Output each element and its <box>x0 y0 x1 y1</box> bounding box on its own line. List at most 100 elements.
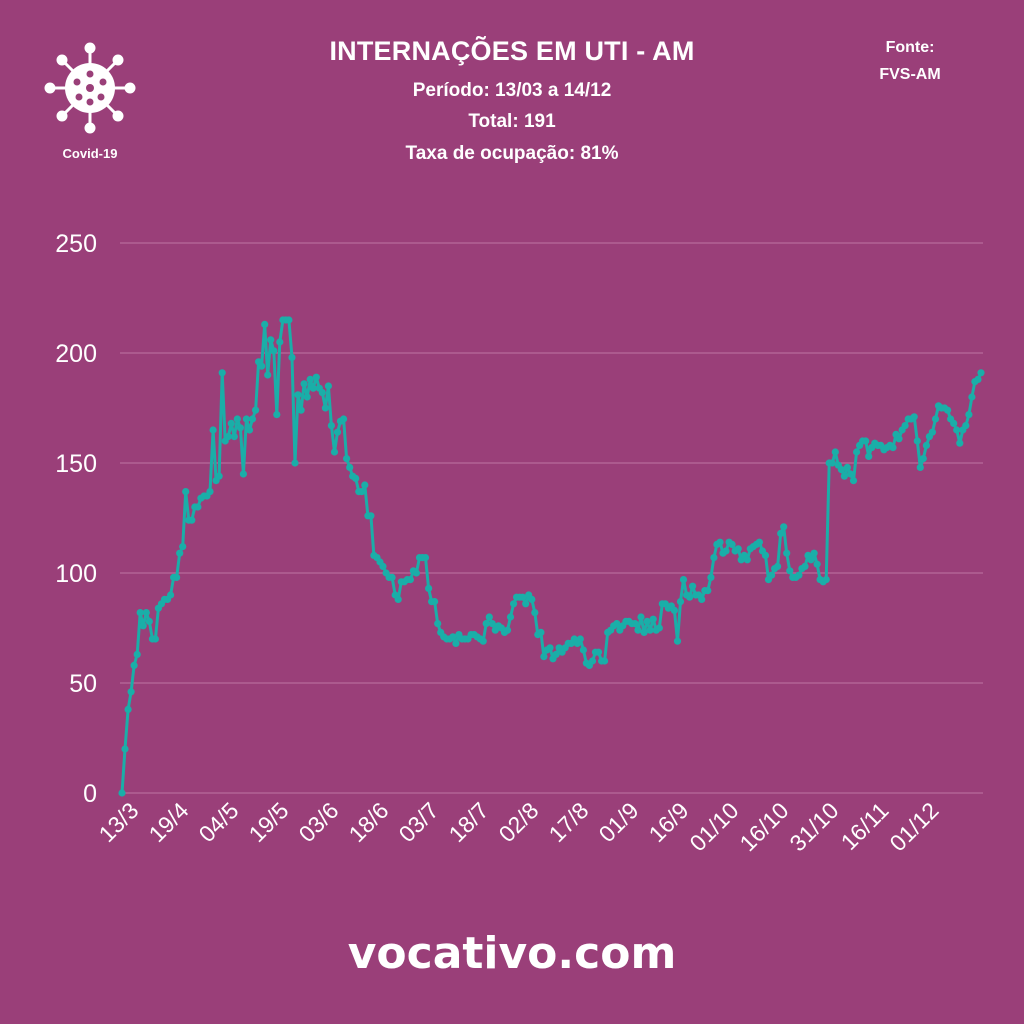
data-point <box>421 554 430 562</box>
data-point <box>252 406 260 414</box>
data-point <box>755 538 764 546</box>
data-point <box>722 547 730 555</box>
data-point <box>276 338 284 346</box>
data-point <box>167 591 175 599</box>
x-tick-label: 01/10 <box>684 797 743 856</box>
data-point <box>127 688 135 696</box>
x-tick-label: 19/5 <box>243 797 293 847</box>
data-point <box>425 584 433 593</box>
source-label: Fonte: <box>885 39 935 56</box>
data-point <box>194 503 202 511</box>
data-point <box>849 477 858 485</box>
data-point <box>795 571 803 579</box>
data-point <box>594 648 603 656</box>
data-point <box>944 406 952 414</box>
data-point <box>734 545 742 553</box>
data-point <box>673 637 682 645</box>
data-point <box>913 437 921 445</box>
data-point <box>343 455 351 463</box>
data-point <box>248 415 257 423</box>
data-point <box>889 444 897 452</box>
data-point <box>297 406 305 414</box>
data-point <box>853 448 861 456</box>
grid-lines <box>120 242 983 794</box>
total-text: Total: 191 <box>468 111 556 132</box>
data-point <box>452 639 460 648</box>
data-point <box>895 435 903 443</box>
data-point <box>801 562 809 571</box>
data-point <box>209 426 217 434</box>
x-tick-label: 01/9 <box>593 797 643 847</box>
brand-footer: vocativo.com <box>347 928 677 979</box>
y-axis-ticks: 0 50 100 150 200 250 <box>55 230 97 808</box>
data-point <box>588 657 597 665</box>
data-point <box>145 617 153 626</box>
data-point <box>300 380 308 388</box>
data-point <box>151 635 159 643</box>
logo-label: Covid-19 <box>62 146 118 161</box>
y-tick-label: 0 <box>83 780 97 808</box>
data-point <box>358 488 366 496</box>
data-point <box>649 615 657 623</box>
data-point <box>783 549 791 557</box>
data-point <box>509 600 518 608</box>
data-point <box>346 463 354 471</box>
data-point <box>488 620 496 628</box>
data-point <box>503 626 512 634</box>
virus-logo <box>44 42 136 134</box>
data-point <box>901 422 909 430</box>
data-point <box>846 470 855 478</box>
data-point <box>412 569 420 577</box>
data-point <box>406 576 414 584</box>
data-point <box>843 463 852 471</box>
data-point <box>330 448 339 456</box>
virus-icon <box>44 42 136 134</box>
data-point <box>230 433 238 441</box>
data-point <box>707 573 715 582</box>
data-point <box>531 609 539 617</box>
x-tick-label: 03/7 <box>393 797 443 847</box>
data-point <box>922 441 931 449</box>
data-point <box>340 415 348 423</box>
series-line <box>120 318 983 794</box>
data-point <box>519 593 527 601</box>
data-point <box>318 389 326 397</box>
y-tick-label: 100 <box>55 560 97 588</box>
data-point <box>306 375 314 383</box>
data-point <box>928 428 937 436</box>
data-points <box>118 316 985 797</box>
data-point <box>333 428 342 436</box>
data-point <box>136 609 144 617</box>
data-point <box>479 637 487 645</box>
x-tick-label: 03/6 <box>293 797 343 847</box>
x-tick-label: 19/4 <box>143 797 193 847</box>
data-point <box>631 620 639 628</box>
data-point <box>916 463 924 471</box>
data-point <box>613 620 621 628</box>
data-point <box>679 576 688 584</box>
data-point <box>227 419 235 427</box>
data-point <box>743 556 751 564</box>
data-point <box>807 556 815 564</box>
x-tick-label: 04/5 <box>193 797 243 847</box>
data-point <box>953 426 961 434</box>
data-point <box>774 562 782 571</box>
data-point <box>142 609 150 617</box>
y-tick-label: 150 <box>55 450 97 478</box>
data-point <box>768 571 776 579</box>
data-point <box>689 582 697 590</box>
data-point <box>379 562 387 571</box>
data-point <box>361 481 369 489</box>
x-tick-label: 17/8 <box>543 797 593 847</box>
data-point <box>761 551 770 560</box>
x-tick-label: 18/6 <box>343 797 393 847</box>
data-point <box>786 567 794 575</box>
y-tick-label: 200 <box>55 340 97 368</box>
data-point <box>388 573 396 582</box>
data-point <box>777 529 785 538</box>
data-point <box>837 466 846 474</box>
data-point <box>646 626 654 634</box>
data-point <box>822 576 830 584</box>
x-tick-label: 16/10 <box>734 797 793 856</box>
data-point <box>324 382 332 390</box>
